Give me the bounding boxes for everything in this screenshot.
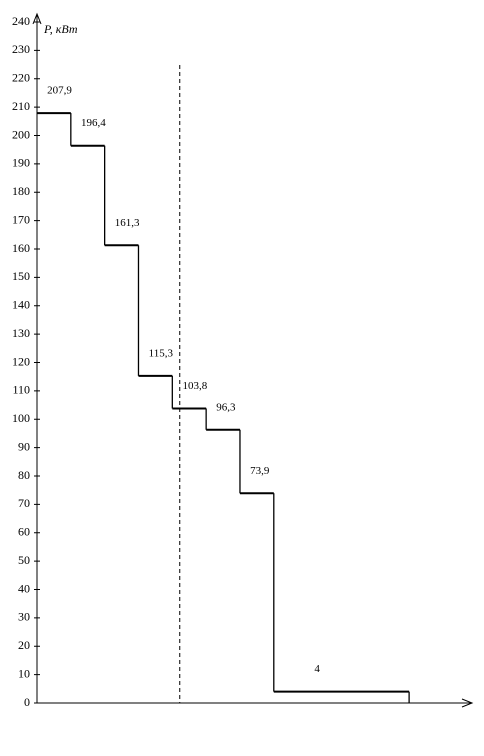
value-label: 161,3 <box>115 217 140 229</box>
y-tick-label: 50 <box>18 553 30 567</box>
y-tick-label: 140 <box>12 298 30 312</box>
x-axis-arrow <box>461 698 474 708</box>
y-tick-label: 10 <box>18 666 30 680</box>
y-tick-label: 240 <box>12 14 30 28</box>
y-tick-label: 150 <box>12 269 30 283</box>
y-tick-label: 130 <box>12 326 30 340</box>
y-tick-label: 190 <box>12 156 30 170</box>
y-tick-label: 200 <box>12 127 30 141</box>
y-tick-label: 180 <box>12 184 30 198</box>
y-tick-label: 230 <box>12 42 30 56</box>
y-tick-label: 0 <box>24 695 30 709</box>
y-tick-label: 100 <box>12 411 30 425</box>
y-tick-label: 30 <box>18 610 30 624</box>
value-label: 73,9 <box>250 465 270 477</box>
y-tick-label: 110 <box>12 383 30 397</box>
y-tick-label: 120 <box>12 354 30 368</box>
y-tick-label: 210 <box>12 99 30 113</box>
value-label: 4 <box>314 663 320 675</box>
y-tick-label: 70 <box>18 496 30 510</box>
y-tick-label: 60 <box>18 525 30 539</box>
value-label: 207,9 <box>47 85 72 97</box>
value-label: 103,8 <box>182 380 207 392</box>
y-tick-label: 40 <box>18 581 30 595</box>
value-label: 115,3 <box>149 347 174 359</box>
y-tick-label: 80 <box>18 468 30 482</box>
value-label: 96,3 <box>216 401 236 413</box>
value-label: 196,4 <box>81 117 106 129</box>
y-tick-label: 20 <box>18 638 30 652</box>
y-axis-arrow <box>32 12 42 25</box>
y-tick-label: 170 <box>12 212 30 226</box>
y-tick-label: 220 <box>12 71 30 85</box>
y-tick-label: 90 <box>18 439 30 453</box>
y-axis-title: P, кВт <box>43 22 78 36</box>
y-tick-label: 160 <box>12 241 30 255</box>
